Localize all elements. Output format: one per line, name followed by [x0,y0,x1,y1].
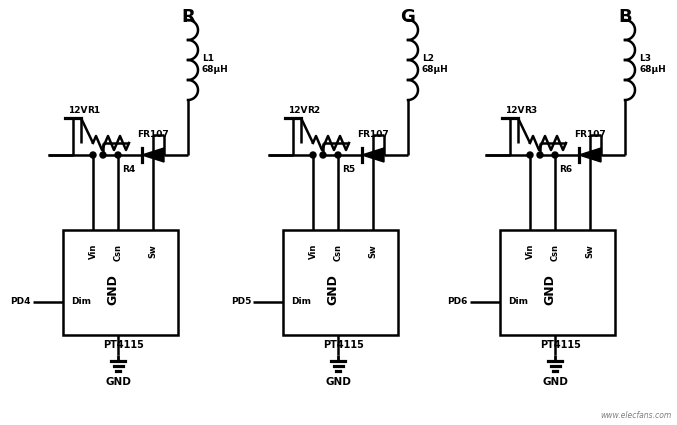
Text: Dim: Dim [291,298,311,306]
Text: Csn: Csn [550,244,559,261]
Circle shape [527,152,533,158]
Text: Dim: Dim [71,298,91,306]
Text: Vin: Vin [89,244,97,259]
Circle shape [335,152,341,158]
Text: PT4115: PT4115 [540,340,581,350]
Circle shape [320,152,326,158]
Text: 12V: 12V [288,106,307,115]
Text: www.elecfans.com: www.elecfans.com [600,411,672,420]
Text: GND: GND [542,377,568,387]
Circle shape [552,152,558,158]
Text: Vin: Vin [309,244,318,259]
Text: G: G [401,8,416,26]
Bar [63,230,178,335]
Polygon shape [579,148,601,162]
Circle shape [310,152,316,158]
Text: Dim: Dim [508,298,528,306]
Text: PD4: PD4 [11,298,31,306]
Circle shape [115,152,121,158]
Bar [283,230,398,335]
Circle shape [537,152,543,158]
Text: L3
68μH: L3 68μH [639,54,665,74]
Text: PD5: PD5 [231,298,251,306]
Text: Sw: Sw [586,244,594,258]
Text: R: R [181,8,195,26]
Text: Csn: Csn [334,244,343,261]
Text: R2: R2 [307,106,320,115]
Text: GND: GND [326,275,339,306]
Circle shape [90,152,96,158]
Text: FR107: FR107 [574,130,606,139]
Text: L1
68μH: L1 68μH [202,54,229,74]
Text: GND: GND [544,275,556,306]
Text: L2
68μH: L2 68μH [422,54,449,74]
Text: GND: GND [325,377,351,387]
Text: FR107: FR107 [357,130,389,139]
Polygon shape [142,148,164,162]
Text: GND: GND [105,377,131,387]
Text: R4: R4 [122,165,135,174]
Text: R1: R1 [87,106,100,115]
Text: Sw: Sw [368,244,378,258]
Text: R5: R5 [342,165,355,174]
Text: 12V: 12V [505,106,525,115]
Text: PT4115: PT4115 [103,340,144,350]
Text: FR107: FR107 [137,130,169,139]
Text: GND: GND [106,275,120,306]
Text: R6: R6 [559,165,572,174]
Text: Csn: Csn [114,244,123,261]
Bar [500,230,615,335]
Text: B: B [618,8,632,26]
Text: 12V: 12V [68,106,87,115]
Text: R3: R3 [524,106,537,115]
Text: PT4115: PT4115 [323,340,364,350]
Polygon shape [362,148,384,162]
Text: Sw: Sw [148,244,158,258]
Circle shape [100,152,106,158]
Text: PD6: PD6 [447,298,468,306]
Text: Vin: Vin [525,244,535,259]
